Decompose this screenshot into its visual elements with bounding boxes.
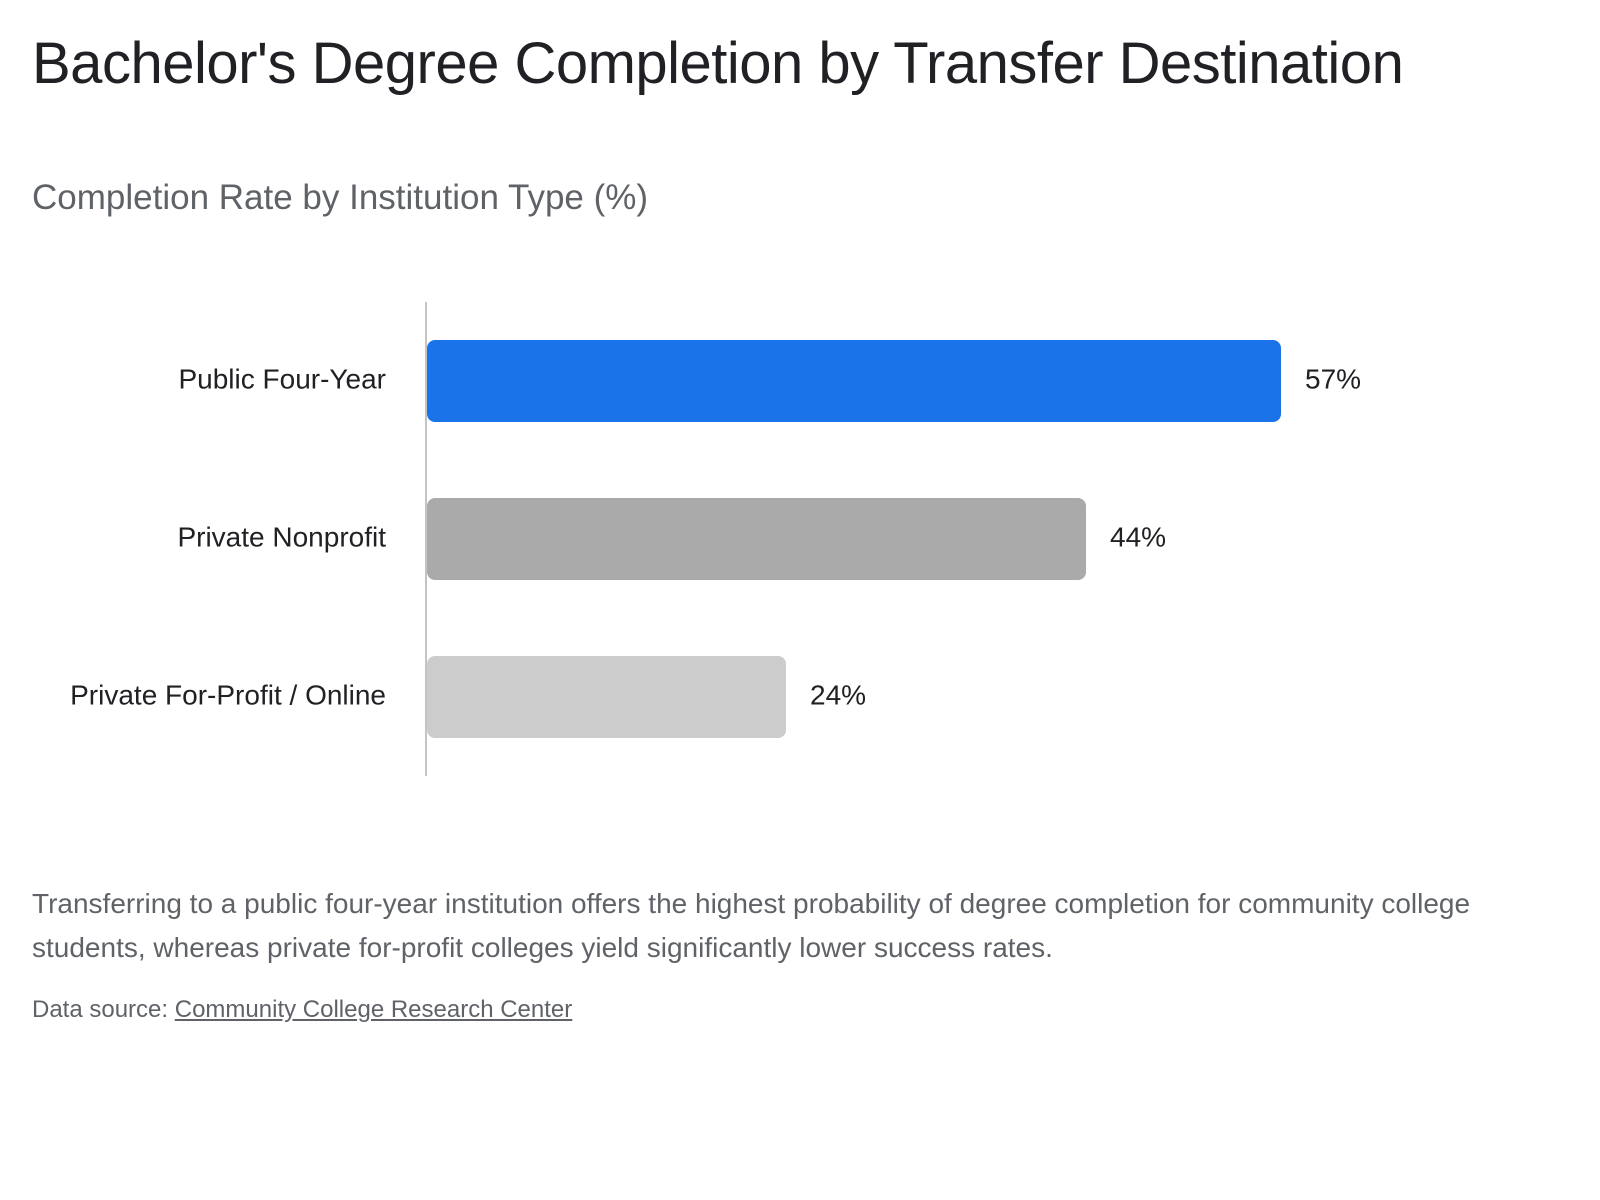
category-label: Private Nonprofit [177, 521, 386, 552]
chart: Public Four-Year 57% Private Nonprofit 44% P… [70, 302, 1361, 776]
source: Data source: Community College Research … [32, 996, 572, 1024]
value-label: 24% [810, 679, 866, 710]
page-title: Bachelor's Degree Completion by Transfer… [32, 31, 1404, 96]
category-label: Private For-Profit / Online [70, 679, 386, 710]
value-label: 57% [1305, 363, 1361, 394]
category-label: Public Four-Year [178, 363, 386, 394]
caption: Transferring to a public four-year insti… [32, 888, 1471, 963]
source-prefix: Data source: [32, 996, 169, 1023]
bar [427, 340, 1281, 422]
chart-subtitle: Completion Rate by Institution Type (%) [32, 178, 649, 217]
value-label: 44% [1110, 521, 1166, 552]
bar [427, 656, 786, 738]
bar [427, 498, 1086, 580]
source-link[interactable]: Community College Research Center [174, 996, 573, 1023]
